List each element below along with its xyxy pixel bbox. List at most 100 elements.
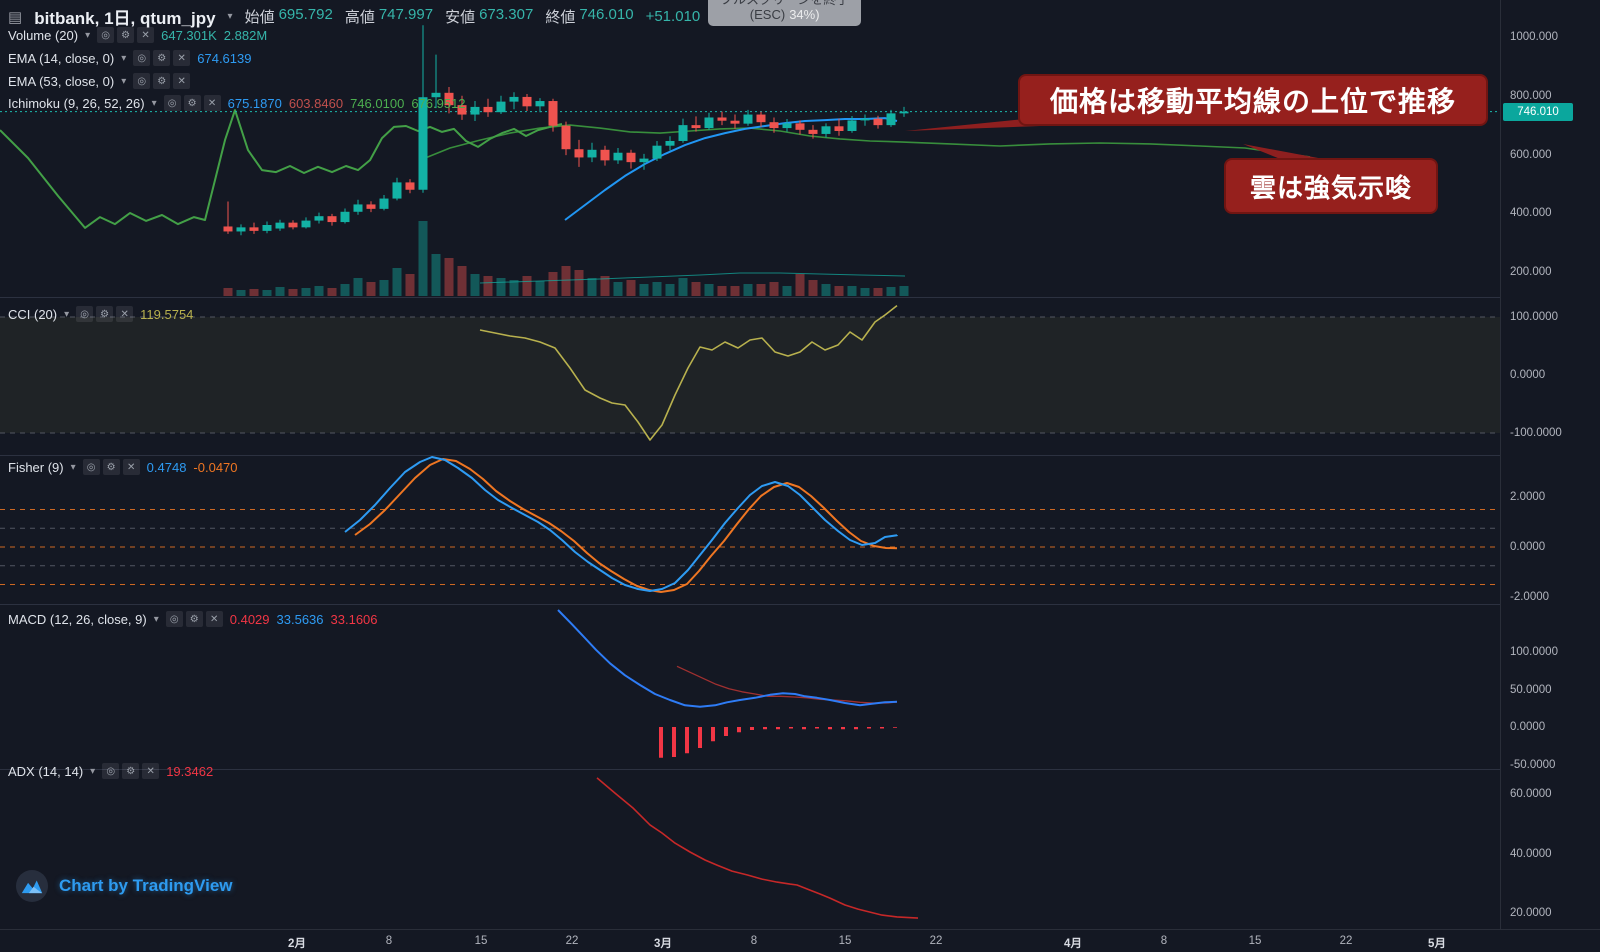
hide-icon[interactable]: ◎ [163, 95, 181, 111]
time-tick: 5月 [1428, 938, 1446, 950]
chevron-down-icon[interactable]: ▾ [70, 461, 76, 473]
time-tick: 2月 [288, 938, 306, 950]
price-axis[interactable]: 1000.000 800.000 600.000 400.000 200.000 100.… [1500, 0, 1600, 929]
ichimoku-chikou-value: 746.0100 [350, 95, 405, 111]
price-tick: -100.0000 [1510, 427, 1562, 439]
close-icon[interactable]: ✕ [116, 306, 134, 322]
legend-adx: ADX (14, 14) ▾ ◎ ⚙ ✕ 19.3462 [8, 763, 213, 779]
settings-icon[interactable]: ⚙ [185, 611, 203, 627]
chart-canvas[interactable] [0, 0, 1500, 929]
chevron-down-icon[interactable]: ▾ [151, 97, 157, 109]
legend-controls: ◎ ⚙ ✕ [82, 459, 140, 475]
chevron-down-icon[interactable]: ▾ [121, 52, 127, 64]
settings-icon[interactable]: ⚙ [153, 50, 171, 66]
chevron-down-icon[interactable]: ▾ [85, 29, 91, 41]
high-value: 747.997 [378, 6, 434, 23]
chart-header: ▤ bitbank, 1日, qtum_jpy ▾ 始値 695.792 高値 … [8, 4, 700, 29]
settings-icon[interactable]: ⚙ [183, 95, 201, 111]
tradingview-logo-icon[interactable] [16, 870, 48, 902]
legend-cci-title[interactable]: CCI (20) [8, 306, 58, 322]
ohlc-low: 安値 673.307 [445, 6, 533, 27]
close-icon[interactable]: ✕ [122, 459, 140, 475]
legend-adx-title[interactable]: ADX (14, 14) [8, 763, 84, 779]
hide-icon[interactable]: ◎ [133, 50, 151, 66]
legend-fisher: Fisher (9) ▾ ◎ ⚙ ✕ 0.4748 -0.0470 [8, 459, 238, 475]
time-axis[interactable]: 2月 8 15 22 3月 8 15 22 4月 8 15 22 5月 [0, 929, 1600, 952]
close-icon[interactable]: ✕ [173, 73, 191, 89]
settings-icon[interactable]: ⚙ [117, 27, 135, 43]
legend-fisher-title[interactable]: Fisher (9) [8, 459, 64, 475]
close-icon[interactable]: ✕ [203, 95, 221, 111]
volume-ma-value: 2.882M [223, 27, 268, 43]
legend-ema53: EMA (53, close, 0) ▾ ◎ ⚙ ✕ [8, 73, 191, 89]
settings-icon[interactable]: ⚙ [153, 73, 171, 89]
time-tick: 15 [838, 935, 852, 947]
ohlc-close: 終値 746.010 [545, 6, 633, 27]
chevron-down-icon[interactable]: ▾ [121, 75, 127, 87]
time-tick: 15 [1248, 935, 1262, 947]
hide-icon[interactable]: ◎ [82, 459, 100, 475]
volume-value: 647.301K [161, 27, 217, 43]
close-icon[interactable]: ✕ [142, 763, 160, 779]
open-value: 695.792 [278, 6, 333, 23]
settings-icon[interactable]: ⚙ [102, 459, 120, 475]
price-tick: 60.0000 [1510, 788, 1552, 800]
settings-icon[interactable]: ⚙ [122, 763, 140, 779]
time-tick: 3月 [654, 938, 672, 950]
fisher-value: 0.4748 [146, 459, 187, 475]
close-icon[interactable]: ✕ [137, 27, 155, 43]
price-tick: 40.0000 [1510, 847, 1552, 860]
hide-icon[interactable]: ◎ [133, 73, 151, 89]
legend-volume-title[interactable]: Volume (20) [8, 27, 79, 43]
ohlc-open: 始値 695.792 [245, 6, 333, 27]
ichimoku-tenkan-value: 675.1870 [227, 95, 282, 111]
adx-value: 19.3462 [166, 763, 214, 779]
legend-ichimoku-title[interactable]: Ichimoku (9, 26, 52, 26) [8, 95, 145, 111]
legend-controls: ◎ ⚙ ✕ [165, 611, 223, 627]
price-tick: 20.0000 [1510, 907, 1552, 919]
legend-controls: ◎ ⚙ ✕ [133, 73, 191, 89]
close-icon[interactable]: ✕ [205, 611, 223, 627]
high-label: 高値 [344, 9, 375, 26]
hide-icon[interactable]: ◎ [165, 611, 183, 627]
annotation-bullish-cloud: 雲は強気示唆 [1224, 158, 1438, 214]
chevron-down-icon[interactable]: ▾ [64, 308, 70, 320]
price-tick: 200.000 [1510, 266, 1552, 278]
time-tick: 15 [474, 935, 488, 947]
price-tick: -50.0000 [1510, 758, 1556, 771]
time-tick: 4月 [1064, 938, 1082, 950]
fisher-trigger-value: -0.0470 [193, 459, 238, 475]
ichimoku-kijun-value: 603.8460 [288, 95, 344, 111]
attribution-text[interactable]: Chart by TradingView [59, 876, 233, 895]
legend-ema53-title[interactable]: EMA (53, close, 0) [8, 73, 115, 89]
tradingview-attribution: Chart by TradingView [16, 870, 233, 902]
time-tick: 8 [385, 935, 393, 947]
mountain-icon [21, 880, 43, 894]
price-tick: 0.0000 [1510, 541, 1546, 553]
macd-hist-value: 0.4029 [229, 611, 270, 627]
legend-macd-title[interactable]: MACD (12, 26, close, 9) [8, 611, 147, 627]
hide-icon[interactable]: ◎ [76, 306, 94, 322]
close-label: 終値 [545, 9, 576, 26]
close-icon[interactable]: ✕ [173, 50, 191, 66]
time-tick: 22 [1339, 935, 1353, 947]
chevron-down-icon[interactable]: ▾ [90, 765, 96, 777]
legend-controls: ◎ ⚙ ✕ [133, 50, 191, 66]
ichimoku-senkou-value: 676.9512 [411, 95, 466, 111]
price-tick: 0.0000 [1510, 721, 1546, 733]
hide-icon[interactable]: ◎ [102, 763, 120, 779]
low-label: 安値 [445, 9, 476, 26]
chevron-down-icon[interactable]: ▾ [227, 11, 233, 22]
ohlc-high: 高値 747.997 [345, 6, 433, 27]
price-tick: 400.000 [1510, 207, 1552, 220]
chevron-down-icon[interactable]: ▾ [153, 613, 159, 625]
legend-volume: Volume (20) ▾ ◎ ⚙ ✕ 647.301K 2.882M [8, 27, 267, 43]
cci-value: 119.5754 [140, 306, 194, 322]
symbol-title[interactable]: bitbank, 1日, qtum_jpy [34, 9, 216, 28]
settings-icon[interactable]: ⚙ [96, 306, 114, 322]
esc-hint: (ESC) [749, 7, 786, 22]
legend-ema14-title[interactable]: EMA (14, close, 0) [8, 50, 115, 66]
layout-menu-icon[interactable]: ▤ [8, 8, 23, 26]
hide-icon[interactable]: ◎ [97, 27, 115, 43]
time-tick: 8 [750, 935, 758, 947]
